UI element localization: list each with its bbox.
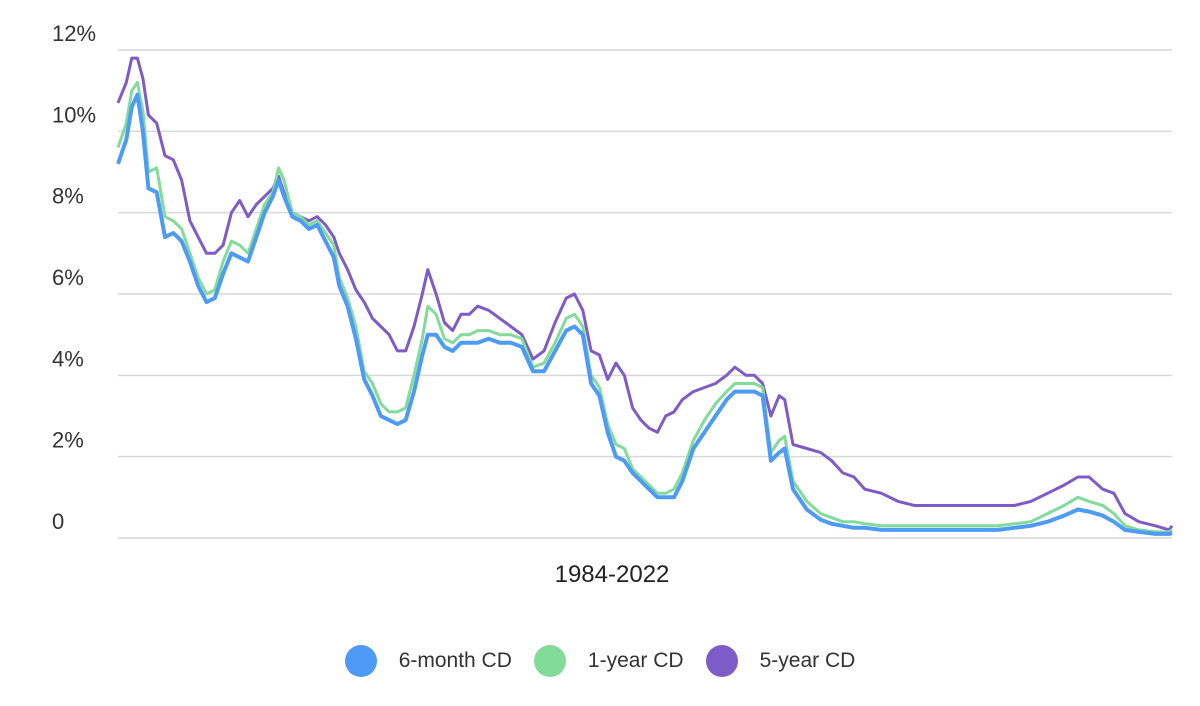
y-tick-label-2: 2% xyxy=(52,428,84,453)
legend-item-6-month[interactable]: 6-month CD xyxy=(344,645,512,677)
legend-label-5-year: 5-year CD xyxy=(759,649,856,672)
y-tick-label-4: 4% xyxy=(52,346,84,371)
line-chart: 0 2% 4% 6% 8% 10% 12% 1984-2022 xyxy=(52,21,1174,588)
y-tick-label-12: 12% xyxy=(52,21,96,46)
series-line-5-year-cd xyxy=(116,56,1174,532)
legend-item-5-year[interactable]: 5-year CD xyxy=(705,645,856,677)
legend-swatch-6-month xyxy=(344,645,377,677)
gridlines xyxy=(118,49,1172,539)
y-tick-label-6: 6% xyxy=(52,265,84,290)
y-tick-label-8: 8% xyxy=(52,184,84,209)
legend-swatch-1-year xyxy=(533,645,566,677)
legend-swatch-5-year xyxy=(705,645,738,677)
y-axis-tick-labels: 0 2% 4% 6% 8% 10% 12% xyxy=(52,21,96,534)
series-line-1-year-cd xyxy=(116,81,1173,534)
x-axis-label: 1984-2022 xyxy=(555,561,670,588)
legend-label-6-month: 6-month CD xyxy=(398,649,512,672)
y-tick-label-0: 0 xyxy=(52,509,64,534)
series-lines xyxy=(116,56,1174,536)
legend: 6-month CD 1-year CD 5-year CD xyxy=(0,645,1200,677)
legend-label-1-year: 1-year CD xyxy=(587,649,684,672)
legend-item-1-year[interactable]: 1-year CD xyxy=(533,645,684,677)
series-line-6-month-cd xyxy=(116,92,1173,536)
y-tick-label-10: 10% xyxy=(52,102,96,127)
